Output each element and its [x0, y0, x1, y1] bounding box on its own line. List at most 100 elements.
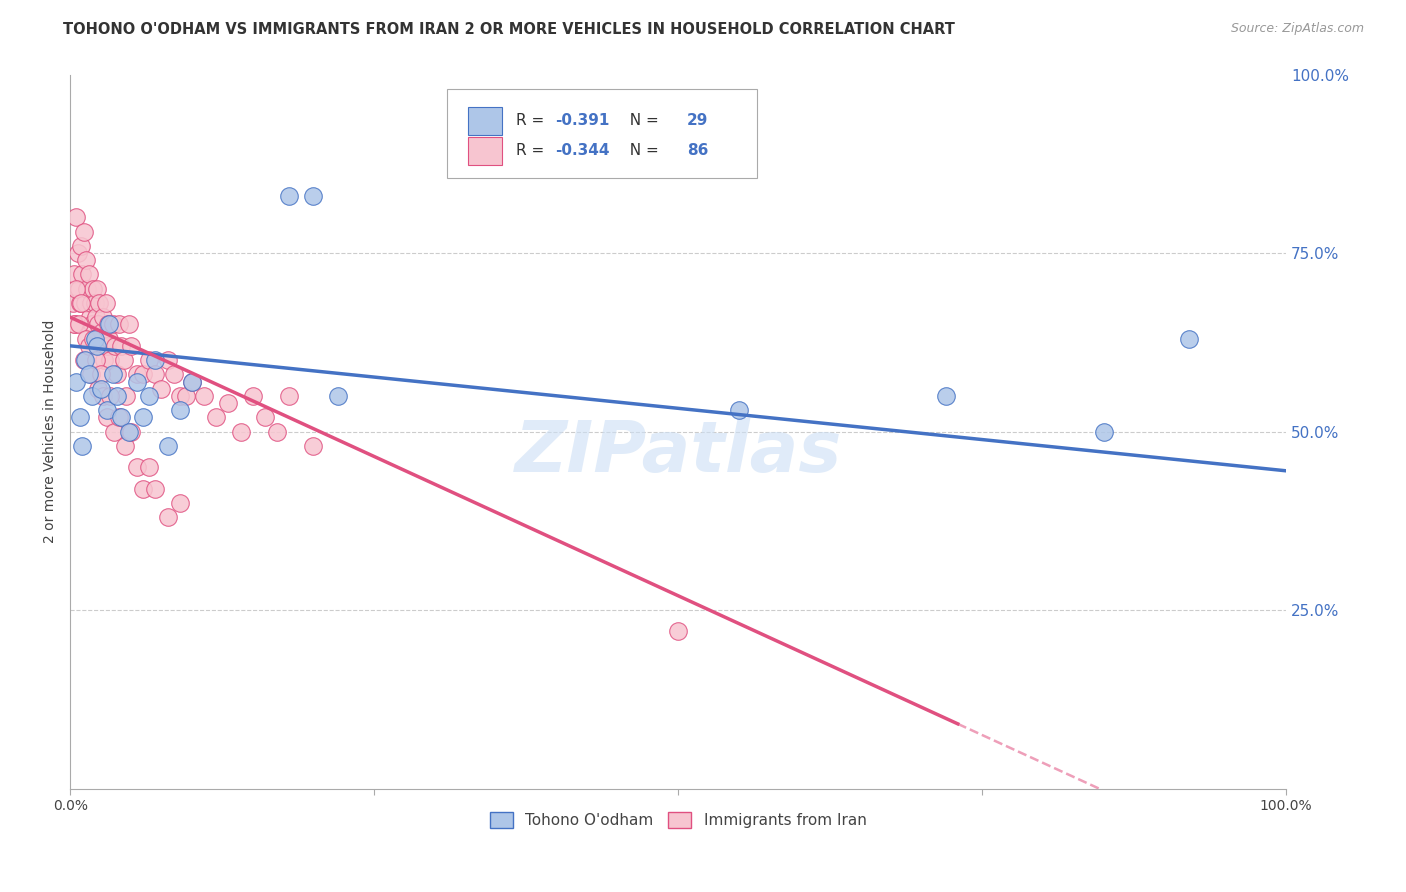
Y-axis label: 2 or more Vehicles in Household: 2 or more Vehicles in Household	[44, 320, 58, 543]
Point	[96, 403, 118, 417]
Point	[105, 389, 128, 403]
Point	[65, 282, 87, 296]
Point	[96, 410, 118, 425]
Point	[103, 425, 125, 439]
Point	[156, 510, 179, 524]
Text: N =: N =	[620, 144, 664, 159]
Point	[110, 339, 132, 353]
Point	[302, 439, 325, 453]
Point	[193, 389, 215, 403]
Point	[98, 318, 121, 332]
Point	[69, 410, 91, 425]
Point	[120, 339, 142, 353]
Point	[87, 318, 110, 332]
Point	[82, 282, 104, 296]
Point	[253, 410, 276, 425]
Point	[180, 375, 202, 389]
Text: TOHONO O'ODHAM VS IMMIGRANTS FROM IRAN 2 OR MORE VEHICLES IN HOUSEHOLD CORRELATI: TOHONO O'ODHAM VS IMMIGRANTS FROM IRAN 2…	[63, 22, 955, 37]
FancyBboxPatch shape	[468, 136, 502, 165]
Point	[229, 425, 252, 439]
Point	[127, 460, 149, 475]
Point	[326, 389, 349, 403]
Point	[63, 268, 86, 282]
Point	[83, 332, 105, 346]
Text: Source: ZipAtlas.com: Source: ZipAtlas.com	[1230, 22, 1364, 36]
Point	[67, 318, 90, 332]
Point	[132, 410, 155, 425]
Point	[108, 410, 131, 425]
Point	[94, 296, 117, 310]
Point	[145, 368, 167, 382]
Point	[110, 410, 132, 425]
Point	[132, 482, 155, 496]
Text: 29: 29	[686, 113, 709, 128]
FancyBboxPatch shape	[468, 107, 502, 136]
Point	[80, 296, 103, 310]
Point	[97, 318, 120, 332]
Point	[120, 425, 142, 439]
Point	[82, 318, 104, 332]
Point	[90, 368, 112, 382]
Point	[104, 339, 127, 353]
Point	[84, 310, 107, 325]
Point	[145, 482, 167, 496]
Point	[169, 403, 191, 417]
Point	[132, 368, 155, 382]
Point	[77, 339, 100, 353]
Point	[73, 353, 96, 368]
Point	[105, 368, 128, 382]
Point	[77, 368, 100, 382]
Point	[90, 339, 112, 353]
Point	[138, 353, 160, 368]
Point	[66, 246, 89, 260]
Point	[84, 353, 107, 368]
Point	[169, 496, 191, 510]
Point	[83, 296, 105, 310]
Point	[72, 268, 94, 282]
Point	[100, 353, 122, 368]
Point	[73, 296, 96, 310]
Point	[145, 353, 167, 368]
Point	[70, 296, 93, 310]
Point	[72, 439, 94, 453]
Text: -0.344: -0.344	[555, 144, 610, 159]
Point	[63, 318, 86, 332]
Point	[87, 382, 110, 396]
Point	[174, 389, 197, 403]
Point	[82, 332, 104, 346]
Point	[75, 253, 97, 268]
Point	[73, 225, 96, 239]
Point	[118, 425, 141, 439]
FancyBboxPatch shape	[447, 89, 758, 178]
Point	[935, 389, 957, 403]
Point	[76, 282, 98, 296]
Text: -0.391: -0.391	[555, 113, 610, 128]
Text: 86: 86	[686, 144, 709, 159]
Point	[101, 368, 124, 382]
Point	[91, 389, 114, 403]
Point	[242, 389, 264, 403]
Point	[91, 310, 114, 325]
Point	[138, 389, 160, 403]
Point	[666, 624, 689, 639]
Point	[73, 353, 96, 368]
Point	[150, 382, 173, 396]
Point	[278, 389, 301, 403]
Point	[1092, 425, 1115, 439]
Point	[101, 318, 124, 332]
Point	[163, 368, 186, 382]
Point	[127, 368, 149, 382]
Point	[65, 375, 87, 389]
Point	[90, 325, 112, 339]
Point	[217, 396, 239, 410]
Point	[96, 339, 118, 353]
Point	[86, 339, 108, 353]
Point	[63, 318, 86, 332]
Point	[115, 389, 138, 403]
Point	[79, 310, 101, 325]
Point	[114, 439, 136, 453]
Point	[70, 239, 93, 253]
Point	[169, 389, 191, 403]
Point	[127, 375, 149, 389]
Point	[1177, 332, 1199, 346]
